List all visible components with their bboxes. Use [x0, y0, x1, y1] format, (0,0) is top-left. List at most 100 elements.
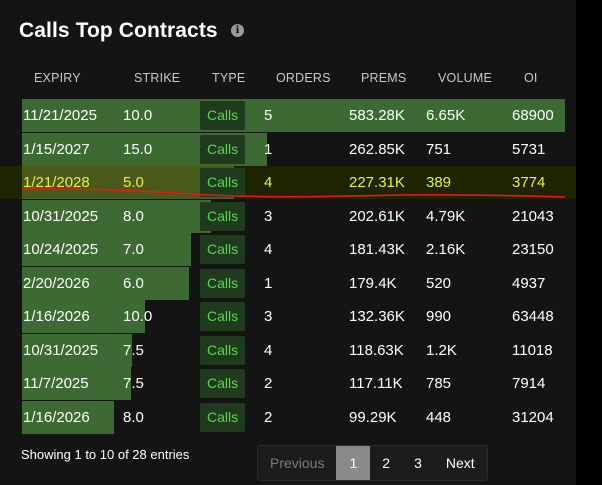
column-header-strike[interactable]: STRIKE [134, 71, 181, 85]
next-page-button[interactable]: Next [445, 455, 475, 471]
cell-expiry: 1/16/2026 [23, 308, 90, 325]
cell-volume: 785 [426, 375, 452, 392]
table-row: 1/21/2028 5.0 Calls 4 227.31K 389 3774 [0, 166, 576, 199]
premium-bar [22, 367, 131, 400]
cell-oi: 68900 [512, 107, 554, 124]
cell-prems: 99.29K [349, 408, 397, 426]
cell-expiry: 10/24/2025 [23, 241, 99, 258]
cell-orders: 4 [264, 341, 273, 359]
cell-prems: 181.43K [349, 241, 405, 258]
cell-volume: 2.16K [426, 241, 466, 258]
type-badge: Calls [200, 134, 246, 164]
table-row: 10/31/2025 7.5 Calls 4 118.63K 1.2K 11018 [0, 333, 576, 367]
cell-expiry: 11/7/2025 [23, 375, 89, 392]
type-badge: Calls [200, 335, 246, 365]
cell-volume: 4.79K [426, 207, 466, 225]
column-header-expiry[interactable]: EXPIRY [34, 71, 81, 85]
cell-strike: 7.5 [123, 341, 144, 359]
cell-prems: 117.11K [349, 375, 403, 392]
premium-bar [22, 266, 189, 300]
column-header-type[interactable]: TYPE [212, 71, 246, 85]
cell-expiry: 2/20/2026 [23, 274, 90, 292]
info-icon[interactable]: i [231, 24, 244, 37]
cell-volume: 6.65K [426, 107, 466, 124]
cell-volume: 751 [426, 140, 452, 158]
premium-bar [22, 300, 145, 333]
cell-orders: 3 [264, 207, 273, 225]
cell-prems: 227.31K [349, 174, 405, 191]
type-badge: Calls [200, 402, 246, 432]
cell-strike: 8.0 [123, 207, 144, 225]
previous-page-button[interactable]: Previous [270, 455, 325, 471]
column-header-orders[interactable]: ORDERS [276, 71, 331, 85]
column-header-prems[interactable]: PREMS [361, 71, 407, 85]
cell-prems: 132.36K [349, 308, 405, 325]
premium-bar [22, 400, 114, 434]
cell-oi: 4937 [512, 274, 546, 292]
cell-oi: 7914 [512, 375, 546, 392]
cell-oi: 3774 [512, 174, 546, 191]
cell-oi: 5731 [512, 140, 546, 158]
cell-strike: 10.0 [123, 308, 153, 325]
premium-bar [22, 233, 191, 266]
table-row: 2/20/2026 6.0 Calls 1 179.4K 520 4937 [0, 266, 576, 300]
cell-orders: 4 [264, 241, 273, 258]
pagination: Previous 1 2 3 Next [257, 445, 488, 481]
cell-strike: 15.0 [123, 140, 153, 158]
table-row: 10/31/2025 8.0 Calls 3 202.61K 4.79K 21043 [0, 199, 576, 233]
table-row: 1/16/2026 10.0 Calls 3 132.36K 990 63448 [0, 300, 576, 333]
table-row: 1/15/2027 15.0 Calls 1 262.85K 751 5731 [0, 132, 576, 166]
cell-prems: 583.28K [349, 107, 405, 124]
cell-prems: 179.4K [349, 274, 397, 292]
table-row: 10/24/2025 7.0 Calls 4 181.43K 2.16K 23150 [0, 233, 576, 266]
type-badge: Calls [200, 168, 246, 197]
cell-orders: 1 [264, 140, 273, 158]
cell-orders: 4 [264, 174, 273, 191]
cell-volume: 448 [426, 408, 452, 426]
type-badge: Calls [200, 201, 246, 231]
cell-orders: 1 [264, 274, 273, 292]
cell-expiry: 10/31/2025 [23, 207, 99, 225]
cell-volume: 990 [426, 308, 452, 325]
cell-prems: 118.63K [349, 341, 404, 359]
cell-strike: 8.0 [123, 408, 144, 426]
column-header-volume[interactable]: VOLUME [438, 71, 492, 85]
cell-oi: 23150 [512, 241, 554, 258]
cell-expiry: 11/21/2025 [23, 107, 97, 124]
cell-orders: 3 [264, 308, 273, 325]
type-badge: Calls [200, 101, 246, 130]
entries-summary: Showing 1 to 10 of 28 entries [21, 447, 190, 462]
cell-oi: 21043 [512, 207, 554, 225]
premium-bar [22, 99, 565, 132]
cell-orders: 2 [264, 375, 273, 392]
table-row: 1/16/2026 8.0 Calls 2 99.29K 448 31204 [0, 400, 576, 434]
cell-strike: 7.5 [123, 375, 144, 392]
cell-volume: 520 [426, 274, 452, 292]
cell-strike: 5.0 [123, 174, 144, 191]
type-badge: Calls [200, 235, 246, 264]
table-row: 11/21/2025 10.0 Calls 5 583.28K 6.65K 68900 [0, 99, 576, 132]
page-button-2[interactable]: 2 [382, 455, 391, 471]
cell-strike: 7.0 [123, 241, 144, 258]
cell-prems: 202.61K [349, 207, 405, 225]
cell-prems: 262.85K [349, 140, 405, 158]
cell-volume: 389 [426, 174, 452, 191]
cell-strike: 10.0 [123, 107, 153, 124]
page-button-1[interactable]: 1 [336, 446, 371, 480]
cell-oi: 31204 [512, 408, 554, 426]
column-header-oi[interactable]: OI [524, 71, 538, 85]
cell-orders: 5 [264, 107, 273, 124]
type-badge: Calls [200, 302, 246, 331]
table-row: 11/7/2025 7.5 Calls 2 117.11K 785 7914 [0, 367, 576, 400]
cell-oi: 63448 [512, 308, 554, 325]
panel-title: Calls Top Contracts [19, 19, 218, 42]
premium-bar [22, 199, 211, 233]
cell-oi: 11018 [512, 341, 553, 359]
calls-top-contracts-panel: Calls Top Contracts i EXPIRY STRIKE TYPE… [0, 0, 576, 485]
page-button-3[interactable]: 3 [414, 455, 422, 471]
cell-expiry: 1/15/2027 [23, 140, 90, 158]
cell-volume: 1.2K [426, 341, 457, 359]
type-badge: Calls [200, 369, 246, 398]
cell-expiry: 1/16/2026 [23, 408, 90, 426]
type-badge: Calls [200, 268, 246, 298]
